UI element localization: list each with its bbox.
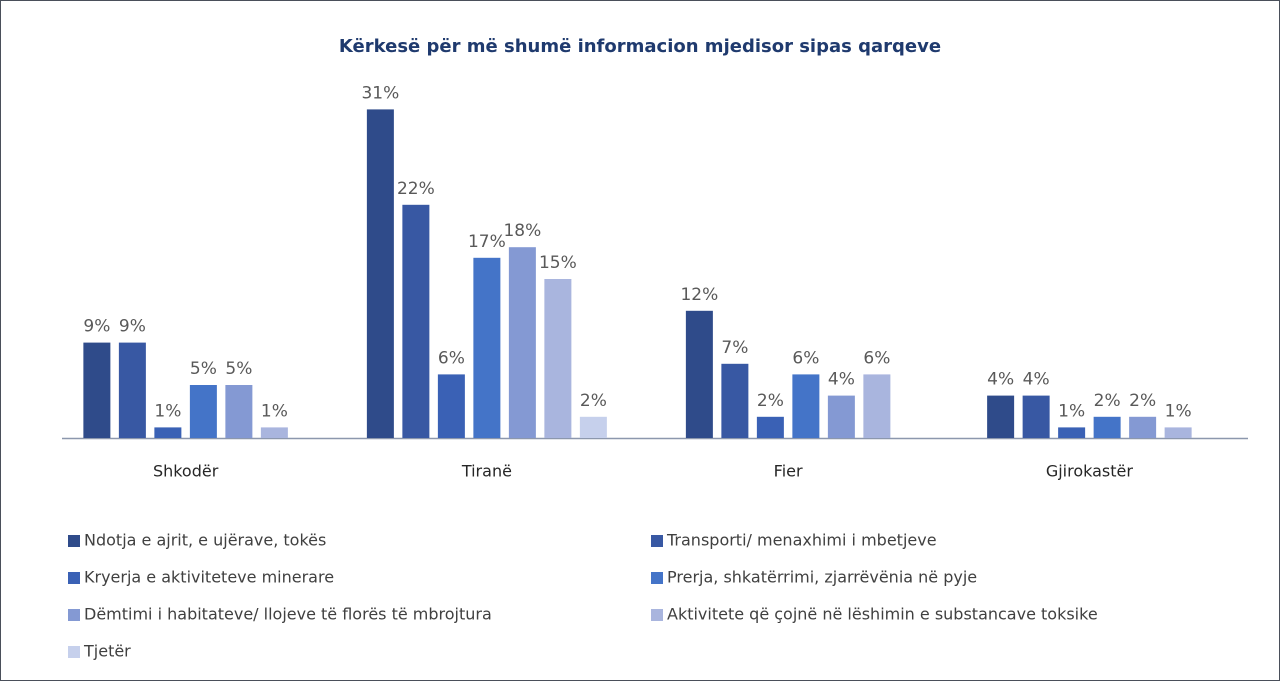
legend-swatch: [68, 535, 80, 547]
bar: [1093, 416, 1121, 438]
value-label: 31%: [361, 83, 399, 103]
x-tick-label: Shkodër: [153, 462, 219, 481]
value-label: 6%: [863, 348, 890, 368]
x-tick-label: Fier: [774, 462, 803, 481]
value-label: 1%: [154, 401, 181, 421]
value-label: 22%: [397, 179, 435, 199]
legend-label: Aktivitete që çojnë në lëshimin e substa…: [667, 605, 1098, 624]
value-label: 18%: [503, 221, 541, 241]
bar: [1164, 427, 1192, 438]
bar: [260, 427, 288, 438]
value-label: 5%: [190, 359, 217, 379]
bar: [189, 385, 217, 438]
value-label: 2%: [1129, 391, 1156, 411]
bar: [579, 416, 607, 438]
value-label: 4%: [1023, 370, 1050, 390]
value-label: 1%: [261, 401, 288, 421]
legend-swatch: [68, 572, 80, 584]
value-label: 9%: [119, 317, 146, 337]
legend-label: Dëmtimi i habitateve/ llojeve të florës …: [84, 605, 492, 624]
bar: [225, 385, 253, 438]
bar: [544, 279, 572, 438]
bar: [987, 395, 1015, 438]
bar: [437, 374, 465, 438]
legend-label: Ndotja e ajrit, e ujërave, tokës: [84, 531, 326, 550]
value-label: 2%: [1094, 391, 1121, 411]
value-label: 4%: [828, 370, 855, 390]
bar: [508, 247, 536, 438]
bar: [154, 427, 182, 438]
x-tick-label: Tiranë: [461, 462, 512, 481]
x-tick-label: Gjirokastër: [1046, 462, 1134, 481]
bar: [1022, 395, 1050, 438]
legend-label: Kryerja e aktiviteteve minerare: [84, 568, 334, 587]
bar: [721, 363, 749, 438]
legend-label: Transporti/ menaxhimi i mbetjeve: [666, 531, 937, 550]
value-label: 17%: [468, 232, 506, 252]
value-label: 7%: [721, 338, 748, 358]
value-label: 2%: [580, 391, 607, 411]
bar: [118, 342, 146, 438]
value-label: 6%: [438, 348, 465, 368]
value-label: 9%: [83, 317, 110, 337]
legend-swatch: [651, 572, 663, 584]
bar: [756, 416, 784, 438]
bar: [1058, 427, 1086, 438]
bar: [863, 374, 891, 438]
value-label: 6%: [792, 348, 819, 368]
legend-swatch: [651, 535, 663, 547]
bar: [792, 374, 820, 438]
value-label: 12%: [680, 285, 718, 305]
bar: [366, 109, 394, 439]
legend-swatch: [68, 609, 80, 621]
legend-label: Prerja, shkatërrimi, zjarrëvënia në pyje: [667, 568, 977, 587]
bar: [402, 204, 430, 438]
bar: [1129, 416, 1157, 438]
chart-title: Kërkesë për më shumë informacion mjediso…: [339, 36, 941, 57]
value-label: 5%: [225, 359, 252, 379]
legend-swatch: [651, 609, 663, 621]
bar: [827, 395, 855, 438]
value-label: 15%: [539, 253, 577, 273]
bar: [473, 257, 501, 438]
legend-swatch: [68, 646, 80, 658]
bar: [83, 342, 111, 438]
value-label: 1%: [1165, 401, 1192, 421]
legend-label: Tjetër: [83, 642, 131, 661]
value-label: 1%: [1058, 401, 1085, 421]
bar: [685, 310, 713, 438]
value-label: 4%: [987, 370, 1014, 390]
value-label: 2%: [757, 391, 784, 411]
